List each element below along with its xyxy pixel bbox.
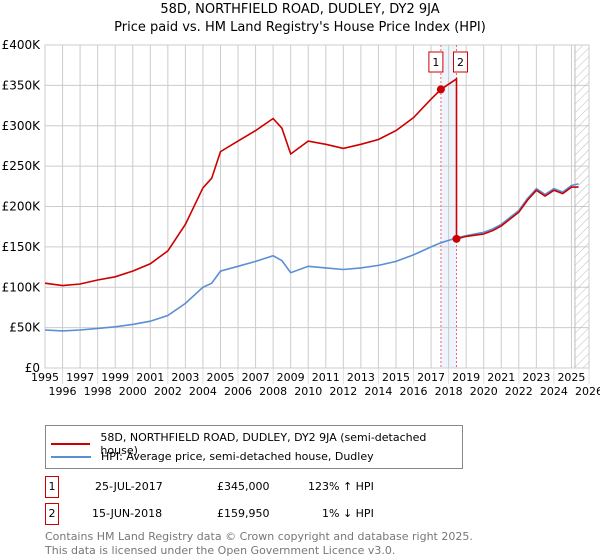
sale-badge-box (453, 51, 469, 73)
x-tick-label: 2014 (364, 385, 392, 398)
y-tick-label: £50K (9, 321, 41, 335)
x-tick-label: 1999 (101, 371, 129, 384)
sale-badge: 1 (45, 476, 59, 498)
footer-line-1: Contains HM Land Registry data © Crown c… (45, 530, 473, 543)
x-tick-label: 2001 (136, 371, 164, 384)
x-tick-label: 1995 (31, 371, 59, 384)
y-tick-label: £300K (2, 119, 42, 133)
x-tick-label: 2012 (329, 385, 357, 398)
x-tick-label: 2006 (224, 385, 252, 398)
sale-row-2: 2 15-JUN-2018 £159,950 1% ↓ HPI (45, 503, 465, 525)
x-tick-label: 2005 (206, 371, 234, 384)
x-tick-label: 2016 (400, 385, 428, 398)
sale-point (452, 234, 461, 243)
x-tick-label: 2010 (294, 385, 322, 398)
legend: 58D, NORTHFIELD ROAD, DUDLEY, DY2 9JA (s… (45, 425, 463, 469)
x-tick-label: 2002 (154, 385, 182, 398)
x-tick-label: 2008 (259, 385, 287, 398)
legend-property: 58D, NORTHFIELD ROAD, DUDLEY, DY2 9JA (s… (100, 431, 427, 457)
hpi-line (44, 183, 579, 332)
x-tick-label: 2019 (452, 371, 480, 384)
y-tick-label: £200K (2, 200, 42, 214)
sale-price: £345,000 (217, 480, 270, 493)
sale-hpi: 1% ↓ HPI (322, 507, 374, 520)
x-tick-label: 1996 (49, 385, 77, 398)
x-tick-label: 2009 (277, 371, 305, 384)
sale-badge-label: 2 (457, 56, 464, 69)
x-tick-label: 2018 (435, 385, 463, 398)
y-tick-label: £400K (2, 38, 42, 52)
chart-title: 58D, NORTHFIELD ROAD, DUDLEY, DY2 9JA (160, 2, 440, 17)
footer: Contains HM Land Registry data © Crown c… (45, 530, 473, 558)
sale-hpi: 123% ↑ HPI (308, 480, 374, 493)
x-tick-label: 2021 (487, 371, 515, 384)
forecast-hatch-region (574, 44, 590, 369)
y-tick-label: £0 (25, 361, 40, 375)
footer-line-2: This data is licensed under the Open Gov… (45, 544, 396, 557)
legend-blue-line (51, 455, 91, 458)
legend-hpi: HPI: Average price, semi-detached house,… (101, 450, 374, 463)
sale-badge-box (428, 51, 444, 73)
sale-badge: 2 (45, 503, 59, 525)
x-tick-label: 2025 (557, 371, 585, 384)
x-tick-label: 2015 (382, 371, 410, 384)
plot-frame (44, 44, 590, 369)
y-tick-label: £150K (2, 240, 42, 254)
x-tick-label: 2026 (575, 385, 600, 398)
x-tick-label: 2023 (522, 371, 550, 384)
sale-badge-label: 1 (432, 56, 439, 69)
y-tick-label: £250K (2, 159, 42, 173)
price-chart: 1995199619971998199920002001200220032004… (2, 38, 600, 398)
x-tick-label: 2022 (505, 385, 533, 398)
sale-date: 25-JUL-2017 (95, 480, 163, 493)
sale-row-1: 1 25-JUL-2017 £345,000 123% ↑ HPI (45, 476, 465, 498)
x-tick-label: 2004 (189, 385, 217, 398)
x-tick-label: 2003 (171, 371, 199, 384)
x-tick-label: 2013 (347, 371, 375, 384)
property-price-line (44, 77, 579, 287)
x-tick-label: 2017 (417, 371, 445, 384)
x-tick-label: 1997 (66, 371, 94, 384)
x-tick-label: 2024 (540, 385, 568, 398)
sale-point (436, 85, 445, 94)
sale-date: 15-JUN-2018 (92, 507, 163, 520)
x-tick-label: 2007 (242, 371, 270, 384)
x-tick-label: 2020 (470, 385, 498, 398)
chart-subtitle: Price paid vs. HM Land Registry's House … (114, 20, 486, 35)
y-tick-label: £350K (2, 78, 42, 92)
sale-price: £159,950 (217, 507, 270, 520)
x-tick-label: 2000 (119, 385, 147, 398)
x-tick-label: 1998 (84, 385, 112, 398)
x-tick-label: 2011 (312, 371, 340, 384)
y-tick-label: £100K (2, 280, 42, 294)
legend-red-line (51, 443, 91, 445)
